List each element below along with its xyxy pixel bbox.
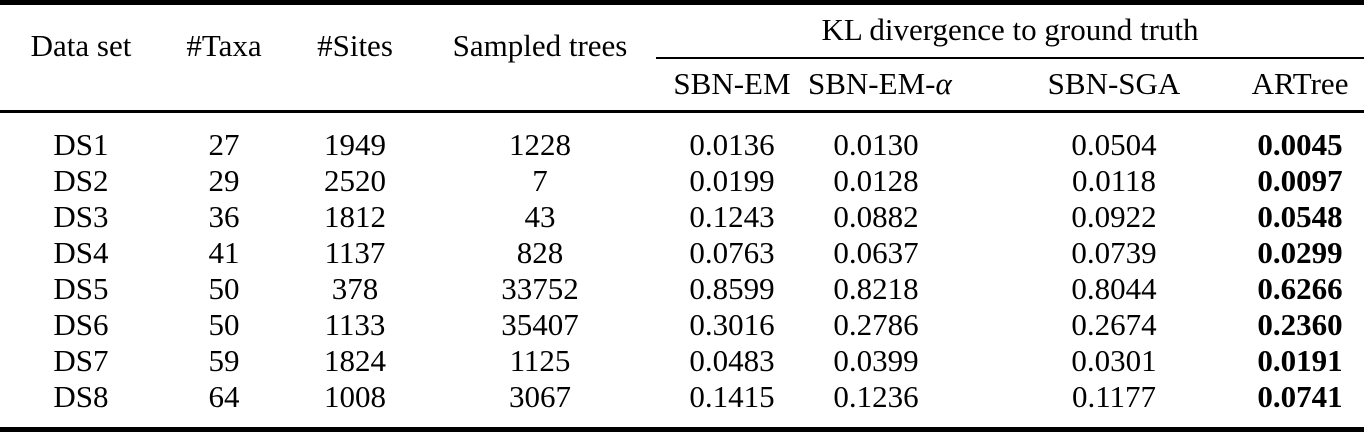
sbn-em-alpha-cell: 0.0399 (833, 342, 919, 378)
sbn-em-cell: 0.3016 (689, 306, 775, 342)
sites-cell: 1824 (324, 342, 386, 378)
sbn-em-cell: 0.1243 (689, 198, 775, 234)
table-row-ds6: DS6 50 1133 35407 0.3016 0.2786 0.2674 0… (0, 307, 1364, 343)
table-row-ds2: DS2 29 2520 7 0.0199 0.0128 0.0118 0.009… (0, 163, 1364, 199)
sbn-em-cell: 0.0199 (689, 162, 775, 198)
table-row-ds7: DS7 59 1824 1125 0.0483 0.0399 0.0301 0.… (0, 343, 1364, 379)
sbn-em-alpha-cell: 0.0130 (833, 126, 919, 162)
taxa-cell: 59 (208, 342, 240, 378)
column-header-artree: ARTree (1230, 57, 1364, 113)
table-row-ds5: DS5 50 378 33752 0.8599 0.8218 0.8044 0.… (0, 271, 1364, 307)
dataset-cell: DS7 (53, 342, 109, 378)
header-row-groups: Data set #Taxa #Sites Sampled trees KL d… (0, 2, 1364, 113)
column-header-sites: #Sites (286, 2, 424, 113)
artree-cell: 0.0191 (1257, 342, 1343, 378)
sbn-em-cell: 0.0136 (689, 126, 775, 162)
artree-cell: 0.0548 (1257, 198, 1343, 234)
dataset-cell: DS8 (53, 378, 109, 414)
dataset-cell: DS1 (53, 126, 109, 162)
sampled-trees-cell: 3067 (509, 378, 571, 414)
table-row-ds4: DS4 41 1137 828 0.0763 0.0637 0.0739 0.0… (0, 235, 1364, 271)
sites-cell: 1008 (324, 378, 386, 414)
column-header-sbn-em-alpha: SBN-EM-α (808, 57, 960, 113)
table-row-ds1: DS1 27 1949 1228 0.0136 0.0130 0.0504 0.… (0, 112, 1364, 164)
table-header: Data set #Taxa #Sites Sampled trees KL d… (0, 2, 1364, 113)
dataset-cell: DS5 (53, 270, 109, 306)
sites-cell: 1949 (324, 126, 386, 162)
alpha-symbol: α (935, 65, 952, 101)
column-header-sampled-trees: Sampled trees (424, 2, 656, 113)
dataset-cell: DS4 (53, 234, 109, 270)
artree-cell: 0.0299 (1257, 234, 1343, 270)
sbn-em-cell: 0.1415 (689, 378, 775, 414)
sampled-trees-cell: 828 (516, 234, 564, 270)
sbn-em-alpha-cell: 0.0882 (833, 198, 919, 234)
sites-cell: 1812 (324, 198, 386, 234)
sites-cell: 1137 (324, 234, 386, 270)
sbn-em-alpha-cell: 0.2786 (833, 306, 919, 342)
dataset-cell: DS2 (53, 162, 109, 198)
sbn-em-alpha-cell: 0.0128 (833, 162, 919, 198)
dataset-cell: DS3 (53, 198, 109, 234)
sbn-em-alpha-cell: 0.0637 (833, 234, 919, 270)
sbn-sga-cell: 0.2674 (1071, 306, 1157, 342)
sbn-sga-cell: 0.0118 (1071, 162, 1157, 198)
sites-cell: 1133 (324, 306, 386, 342)
taxa-cell: 29 (208, 162, 240, 198)
taxa-cell: 50 (208, 306, 240, 342)
sampled-trees-cell: 1125 (509, 342, 571, 378)
artree-cell: 0.0741 (1257, 378, 1343, 414)
column-header-sbn-sga: SBN-SGA (960, 57, 1230, 113)
artree-cell: 0.0097 (1257, 162, 1343, 198)
method-label-prefix: SBN-EM- (808, 65, 936, 101)
column-header-taxa: #Taxa (162, 2, 286, 113)
header-row-methods: SBN-EM SBN-EM-α SBN-SGA ARTree (0, 57, 1364, 113)
dataset-cell: DS6 (53, 306, 109, 342)
column-group-header-kl-divergence: KL divergence to ground truth (656, 2, 1364, 59)
sbn-sga-cell: 0.0739 (1071, 234, 1157, 270)
table-row-ds3: DS3 36 1812 43 0.1243 0.0882 0.0922 0.05… (0, 199, 1364, 235)
sites-cell: 378 (331, 270, 379, 306)
sbn-em-alpha-cell: 0.1236 (833, 378, 919, 414)
column-header-dataset: Data set (0, 2, 162, 113)
sbn-sga-cell: 0.0922 (1071, 198, 1157, 234)
artree-cell: 0.0045 (1257, 126, 1343, 162)
taxa-cell: 50 (208, 270, 240, 306)
sbn-em-alpha-cell: 0.8218 (833, 270, 919, 306)
taxa-cell: 27 (208, 126, 240, 162)
table-row-ds8: DS8 64 1008 3067 0.1415 0.1236 0.1177 0.… (0, 379, 1364, 430)
sbn-em-cell: 0.8599 (689, 270, 775, 306)
taxa-cell: 64 (208, 378, 240, 414)
sbn-sga-cell: 0.1177 (1071, 378, 1157, 414)
sampled-trees-cell: 33752 (501, 270, 579, 306)
sbn-em-cell: 0.0763 (689, 234, 775, 270)
sbn-sga-cell: 0.0301 (1071, 342, 1157, 378)
sites-cell: 2520 (324, 162, 386, 198)
sampled-trees-cell: 43 (524, 198, 556, 234)
column-header-sbn-em: SBN-EM (656, 57, 808, 113)
table-body: DS1 27 1949 1228 0.0136 0.0130 0.0504 0.… (0, 112, 1364, 430)
taxa-cell: 36 (208, 198, 240, 234)
sbn-sga-cell: 0.8044 (1071, 270, 1157, 306)
sampled-trees-cell: 35407 (501, 306, 579, 342)
artree-cell: 0.6266 (1257, 270, 1343, 306)
artree-cell: 0.2360 (1257, 306, 1343, 342)
taxa-cell: 41 (208, 234, 240, 270)
sampled-trees-cell: 1228 (509, 126, 571, 162)
sampled-trees-cell: 7 (532, 162, 548, 198)
sbn-em-cell: 0.0483 (689, 342, 775, 378)
sbn-sga-cell: 0.0504 (1071, 126, 1157, 162)
